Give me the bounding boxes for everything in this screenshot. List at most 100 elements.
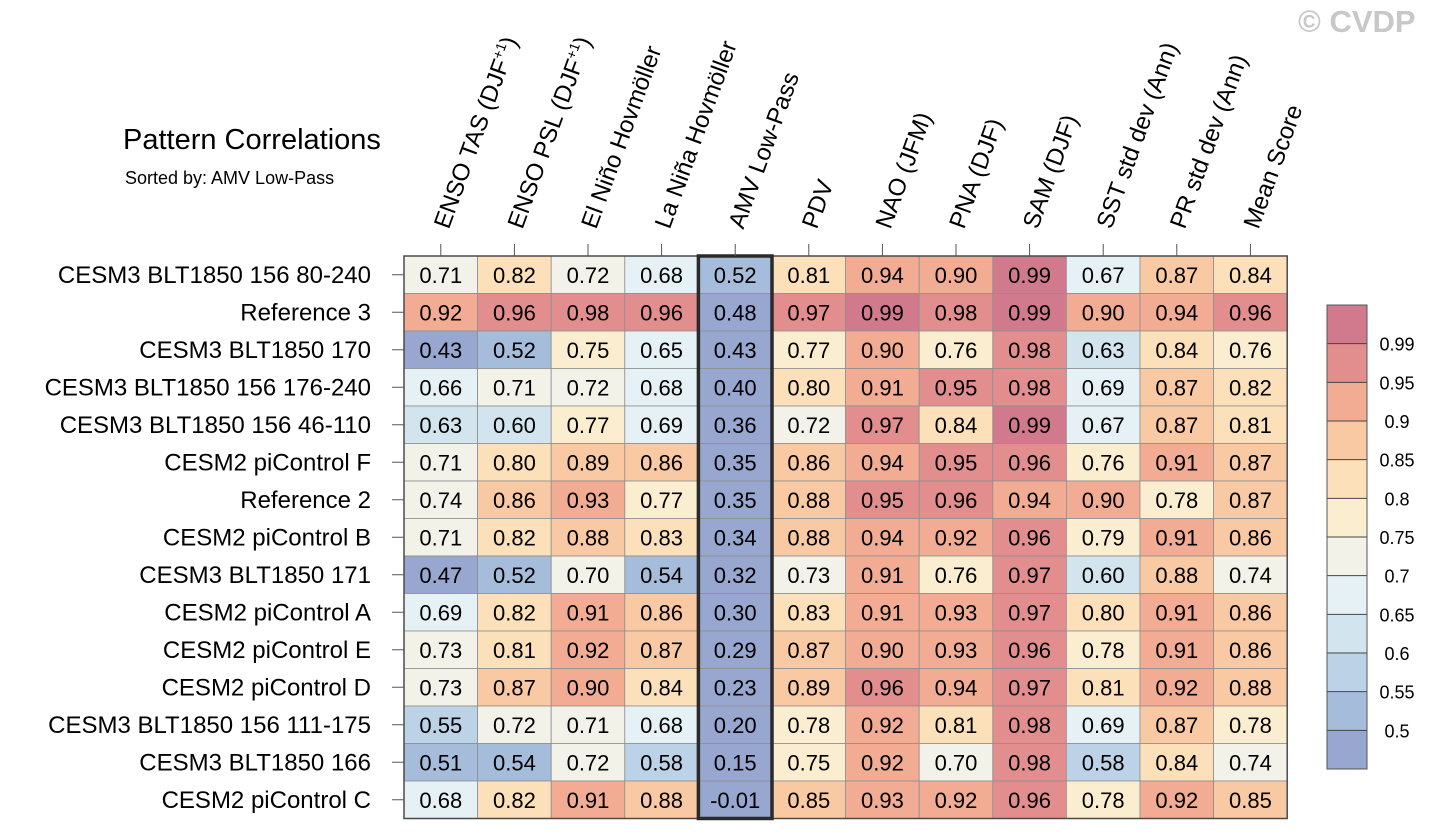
cell-value-label: 0.81 (787, 263, 830, 288)
colorbar-tick-label: 0.65 (1379, 605, 1414, 625)
heatmap-cell (1213, 668, 1288, 707)
cell-value-label: 0.84 (935, 413, 978, 438)
cell-value-label: 0.95 (861, 488, 904, 513)
heatmap-cell (477, 630, 552, 669)
chart-title: Pattern Correlations (123, 124, 381, 156)
cell-value-label: 0.69 (640, 413, 683, 438)
cell-value-label: 0.78 (1082, 788, 1125, 813)
row-label-cesm3-blt1850-156-176-240: CESM3 BLT1850 156 176-240 (45, 374, 371, 401)
cell-value-label: 0.89 (567, 450, 610, 475)
cvdp-watermark: © CVDP (1298, 4, 1416, 39)
cell-value-label: 0.86 (640, 600, 683, 625)
cell-value-label: 0.74 (1229, 750, 1272, 775)
cell-value-label: 0.43 (714, 338, 757, 363)
cell-value-label: 0.86 (1229, 525, 1272, 550)
heatmap-cell (771, 705, 846, 744)
heatmap-cell (477, 705, 552, 744)
cell-value-label: 0.94 (935, 675, 978, 700)
colorbar-segment (1327, 614, 1367, 653)
cell-value-label: 0.58 (640, 750, 683, 775)
cell-value-label: 0.80 (493, 450, 536, 475)
cell-value-label: 0.48 (714, 300, 757, 325)
cell-value-label: 0.86 (1229, 638, 1272, 663)
heatmap-cell (992, 630, 1067, 669)
cell-value-label: 0.88 (1229, 675, 1272, 700)
cell-value-label: 0.96 (1008, 450, 1051, 475)
cell-value-label: 0.91 (1155, 600, 1198, 625)
heatmap-cell (1066, 518, 1141, 557)
heatmap-cell (698, 443, 773, 482)
cell-value-label: 0.93 (861, 788, 904, 813)
row-label-cesm3-blt1850-166: CESM3 BLT1850 166 (139, 749, 371, 776)
heatmap-cell (1139, 780, 1214, 819)
cell-value-label: 0.32 (714, 563, 757, 588)
heatmap-cell (1213, 405, 1288, 444)
cell-value-label: 0.93 (935, 600, 978, 625)
cell-value-label: 0.87 (787, 638, 830, 663)
heatmap-cell (403, 743, 478, 782)
cell-value-label: 0.91 (861, 375, 904, 400)
row-labels: CESM3 BLT1850 156 80-240 Reference 3 CESM3… (45, 262, 404, 814)
heatmap-cell (918, 443, 994, 482)
cell-value-label: 0.73 (419, 675, 462, 700)
heatmap-cell (550, 780, 626, 819)
cell-value-label: 0.87 (1229, 450, 1272, 475)
heatmap-cell (992, 480, 1067, 519)
heatmap-cell (1139, 555, 1214, 594)
cell-value-label: 0.98 (1008, 338, 1051, 363)
cell-value-label: 0.84 (1155, 338, 1198, 363)
cell-value-label: 0.68 (640, 713, 683, 738)
cell-value-label: 0.60 (1082, 563, 1125, 588)
cell-value-label: 0.83 (640, 525, 683, 550)
heatmap-cell (771, 518, 846, 557)
cell-value-label: 0.82 (1229, 375, 1272, 400)
heatmap-cell (403, 555, 478, 594)
cell-value-label: 0.91 (1155, 638, 1198, 663)
heatmap-cell (1066, 330, 1141, 369)
heatmap-cell (698, 518, 773, 557)
row-label-cesm2-picontrol-e: CESM2 piControl E (163, 637, 371, 664)
cell-value-label: 0.71 (419, 263, 462, 288)
cell-value-label: 0.80 (1082, 600, 1125, 625)
row-label-cesm2-picontrol-f: CESM2 piControl F (164, 449, 371, 476)
column-label-el-ni-o-hovm-ller: El Niño Hovmöller (576, 42, 667, 232)
cell-value-label: 0.79 (1082, 525, 1125, 550)
column-label-amv-low-pass: AMV Low-Pass (723, 69, 804, 232)
heatmap-cell (1066, 555, 1141, 594)
cell-value-label: 0.75 (567, 338, 610, 363)
heatmap-cell (1066, 443, 1141, 482)
cell-value-label: 0.75 (787, 750, 830, 775)
heatmap-cell (477, 443, 552, 482)
cell-value-label: 0.90 (861, 338, 904, 363)
colorbar-tick-label: 0.6 (1384, 644, 1409, 664)
cell-value-label: 0.98 (1008, 750, 1051, 775)
heatmap-cells: 0.71 0.82 0.72 0.68 0.52 0.81 0.94 0.90 0.99 0.67… (403, 255, 1288, 819)
cell-value-label: 0.99 (1008, 263, 1051, 288)
heatmap-cell (771, 555, 846, 594)
heatmap-cell (550, 668, 626, 707)
heatmap-cell (624, 480, 699, 519)
colorbar-tick-label: 0.99 (1379, 335, 1414, 355)
cell-value-label: 0.92 (567, 638, 610, 663)
cell-value-label: 0.71 (419, 525, 462, 550)
cell-value-label: 0.76 (935, 338, 978, 363)
cell-value-label: 0.90 (1082, 488, 1125, 513)
heatmap-cell (845, 780, 920, 819)
cell-value-label: 0.78 (787, 713, 830, 738)
cell-value-label: 0.58 (1082, 750, 1125, 775)
cell-value-label: 0.52 (714, 263, 757, 288)
cell-value-label: 0.76 (1082, 450, 1125, 475)
heatmap-cell (918, 593, 994, 632)
cell-value-label: 0.87 (640, 638, 683, 663)
cell-value-label: 0.71 (567, 713, 610, 738)
heatmap-cell (771, 443, 846, 482)
heatmap-cell (1139, 443, 1214, 482)
cell-value-label: 0.92 (935, 525, 978, 550)
cell-value-label: 0.81 (493, 638, 536, 663)
cell-value-label: 0.60 (493, 413, 536, 438)
row-label-cesm3-blt1850-170: CESM3 BLT1850 170 (139, 337, 371, 364)
heatmap-cell (403, 668, 478, 707)
cell-value-label: 0.99 (1008, 300, 1051, 325)
heatmap-cell (1213, 518, 1288, 557)
heatmap-cell (845, 593, 920, 632)
